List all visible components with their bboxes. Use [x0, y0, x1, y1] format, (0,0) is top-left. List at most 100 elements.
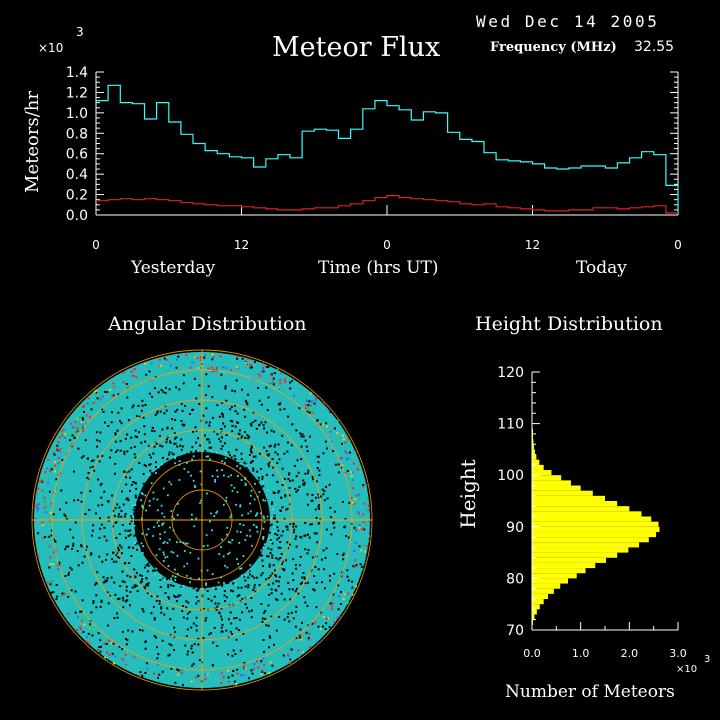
- angular-meteor-dot: [215, 512, 218, 514]
- angular-gap-speck: [266, 555, 268, 558]
- angular-gap-speck: [267, 463, 270, 465]
- angular-gap-speck: [234, 410, 237, 413]
- angular-edge-meteor: [280, 372, 283, 375]
- angular-gap-speck: [223, 425, 226, 428]
- angular-meteor-dot: [178, 479, 181, 481]
- angular-gap-speck: [136, 501, 139, 504]
- angular-meteor-dot: [239, 531, 242, 533]
- height-bar: [532, 449, 535, 455]
- angular-gap-speck: [274, 569, 276, 572]
- angular-gap-speck: [278, 490, 281, 492]
- angular-gap-speck: [171, 427, 174, 430]
- angular-gap-speck: [284, 494, 287, 497]
- angular-gap-speck: [142, 416, 145, 419]
- angular-gap-speck: [214, 588, 217, 590]
- angular-meteor-dot: [212, 586, 214, 589]
- angular-gap-speck: [287, 581, 290, 584]
- angular-meteor-dot: [191, 458, 193, 461]
- angular-meteor-dot: [193, 525, 196, 528]
- angular-gap-speck: [211, 396, 214, 399]
- angular-meteor-dot: [191, 513, 193, 516]
- angular-gap-speck: [342, 552, 345, 555]
- angular-edge-meteor: [37, 507, 39, 510]
- angular-meteor-dot: [147, 528, 150, 530]
- angular-gap-speck: [241, 472, 244, 475]
- angular-gap-speck: [360, 565, 363, 568]
- angular-gap-speck: [155, 568, 158, 571]
- angular-gap-speck: [149, 469, 152, 472]
- angular-gap-speck: [130, 446, 133, 449]
- angular-gap-speck: [153, 618, 156, 621]
- angular-edge-meteor: [355, 494, 358, 497]
- angular-edge-meteor: [41, 479, 44, 482]
- angular-gap-speck: [233, 617, 236, 620]
- angular-gap-speck: [235, 627, 238, 630]
- angular-gap-speck: [138, 462, 141, 464]
- angular-gap-speck: [211, 583, 214, 586]
- angular-gap-speck: [216, 433, 219, 436]
- angular-gap-speck: [127, 546, 130, 549]
- angular-gap-speck: [143, 433, 146, 436]
- angular-gap-speck: [302, 435, 305, 438]
- angular-edge-meteor: [91, 631, 94, 634]
- angular-gap-speck: [99, 605, 102, 608]
- angular-gap-speck: [245, 401, 248, 404]
- angular-gap-speck: [278, 575, 281, 578]
- angular-gap-speck: [263, 650, 265, 653]
- angular-gap-speck: [65, 545, 68, 548]
- angular-gap-speck: [195, 460, 198, 463]
- angular-gap-speck: [206, 438, 208, 441]
- angular-edge-meteor: [289, 662, 292, 664]
- angular-gap-speck: [234, 390, 236, 393]
- angular-edge-meteor: [114, 655, 117, 658]
- angular-gap-speck: [240, 458, 243, 461]
- angular-edge-meteor: [354, 498, 357, 501]
- angular-gap-speck: [283, 598, 286, 601]
- angular-gap-speck: [174, 437, 176, 440]
- angular-meteor-dot: [153, 526, 155, 529]
- angular-gap-speck: [139, 574, 141, 577]
- angular-gap-speck: [136, 415, 139, 417]
- angular-meteor-dot: [214, 479, 216, 481]
- angular-gap-speck: [268, 565, 271, 568]
- angular-edge-meteor: [189, 366, 192, 369]
- angular-edge-meteor: [244, 361, 247, 364]
- angular-gap-speck: [140, 441, 143, 444]
- angular-meteor-dot: [158, 519, 160, 522]
- angular-edge-meteor: [152, 672, 155, 675]
- angular-edge-meteor: [259, 375, 262, 378]
- angular-edge-meteor: [43, 497, 46, 499]
- angular-gap-speck: [220, 428, 223, 430]
- angular-gap-speck: [174, 681, 177, 684]
- angular-meteor-dot: [192, 479, 195, 482]
- angular-meteor-dot: [178, 460, 181, 462]
- angular-gap-speck: [70, 589, 73, 592]
- angular-gap-speck: [127, 629, 130, 632]
- angular-meteor-dot: [226, 533, 228, 536]
- angular-gap-speck: [144, 404, 147, 406]
- angular-gap-speck: [345, 535, 347, 537]
- angular-edge-meteor: [271, 380, 274, 383]
- height-x-tick-label: 2.0: [621, 647, 639, 660]
- angular-edge-meteor: [51, 522, 54, 525]
- angular-gap-speck: [244, 579, 247, 582]
- angular-gap-speck: [174, 630, 177, 633]
- angular-gap-speck: [353, 526, 356, 529]
- angular-edge-meteor: [347, 592, 350, 595]
- angular-gap-speck: [199, 444, 202, 447]
- angular-meteor-dot: [144, 562, 147, 565]
- angular-gap-speck: [120, 546, 123, 549]
- angular-gap-speck: [237, 586, 240, 589]
- angular-edge-meteor: [350, 458, 353, 461]
- angular-meteor-dot: [252, 523, 255, 526]
- angular-gap-speck: [96, 571, 99, 574]
- angular-gap-speck: [328, 626, 331, 629]
- angular-gap-speck: [269, 538, 272, 541]
- angular-gap-speck: [176, 445, 179, 448]
- angular-gap-speck: [110, 421, 113, 424]
- angular-gap-speck: [105, 539, 108, 542]
- angular-gap-speck: [291, 479, 294, 482]
- angular-gap-speck: [267, 547, 270, 550]
- angular-gap-speck: [296, 459, 299, 462]
- angular-edge-meteor: [79, 416, 81, 419]
